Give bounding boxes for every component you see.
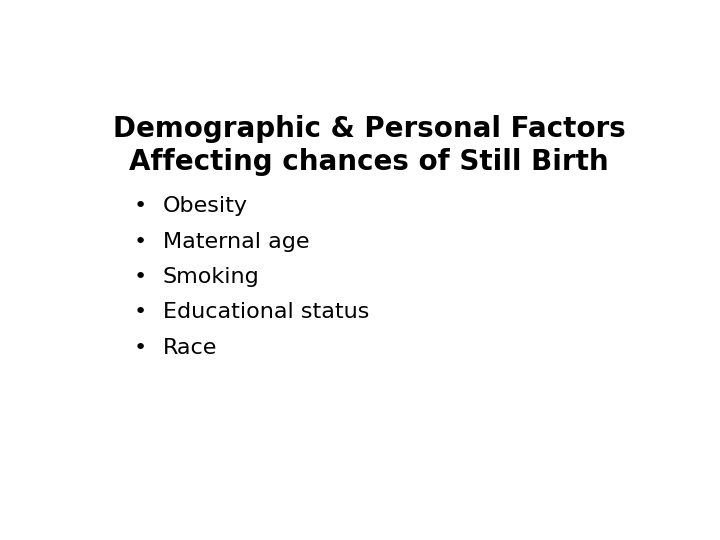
- Text: •: •: [134, 232, 147, 252]
- Text: •: •: [134, 302, 147, 322]
- Text: Race: Race: [163, 338, 217, 357]
- Text: Smoking: Smoking: [163, 267, 259, 287]
- Text: •: •: [134, 267, 147, 287]
- Text: •: •: [134, 338, 147, 357]
- Text: •: •: [134, 196, 147, 216]
- Text: Demographic & Personal Factors
Affecting chances of Still Birth: Demographic & Personal Factors Affecting…: [112, 114, 626, 176]
- Text: Maternal age: Maternal age: [163, 232, 309, 252]
- Text: Obesity: Obesity: [163, 196, 248, 216]
- Text: Educational status: Educational status: [163, 302, 369, 322]
